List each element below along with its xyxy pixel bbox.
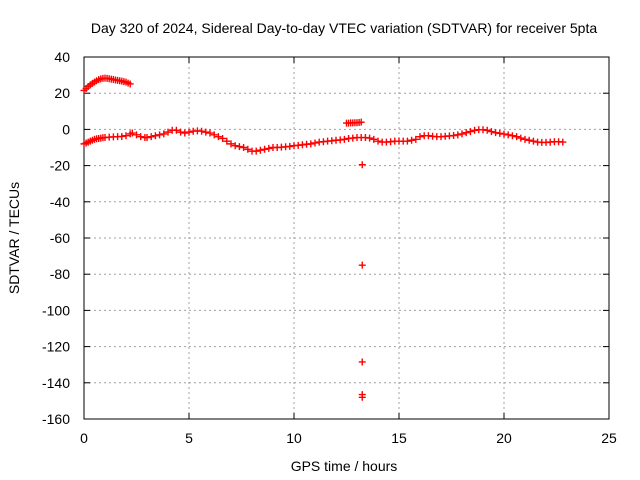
data-point (240, 144, 248, 151)
data-point (525, 136, 533, 144)
data-point (504, 131, 512, 139)
data-point (513, 133, 521, 141)
x-tick-label: 15 (391, 430, 407, 446)
series-short-segment-near-13-h (343, 118, 365, 127)
data-point (177, 128, 185, 136)
data-point (517, 134, 525, 142)
data-point (160, 130, 168, 138)
data-point (358, 358, 366, 366)
data-point (164, 128, 172, 136)
data-point (214, 133, 222, 141)
data-point (219, 134, 227, 142)
data-point (374, 137, 382, 145)
series-outliers (358, 161, 366, 401)
data-point (403, 137, 411, 145)
data-point (261, 145, 269, 153)
data-point (454, 131, 462, 139)
data-point (529, 137, 537, 145)
data-point (156, 131, 164, 139)
data-point (370, 135, 378, 143)
y-axis-label: SDTVAR / TECUs (6, 182, 22, 294)
data-point (252, 147, 260, 155)
y-tick-label: 20 (54, 85, 70, 101)
series-main-trace (80, 126, 567, 155)
data-point (366, 134, 374, 142)
y-tick-label: -80 (50, 266, 70, 282)
data-point (458, 130, 466, 138)
data-point (286, 142, 294, 150)
data-point (265, 144, 273, 152)
data-point (126, 80, 134, 88)
data-point (487, 128, 495, 136)
data-point (358, 161, 366, 169)
data-point (128, 129, 136, 137)
data-point (416, 133, 424, 141)
data-point (412, 135, 420, 143)
data-point (133, 131, 140, 139)
x-tick-label: 20 (496, 430, 512, 446)
data-point (244, 145, 252, 153)
data-point (466, 128, 474, 136)
data-point (235, 143, 243, 151)
data-point (508, 132, 516, 140)
data-point (408, 136, 416, 144)
data-point (357, 118, 365, 126)
data-point (202, 128, 210, 136)
data-point (340, 135, 348, 143)
data-point (307, 140, 315, 148)
data-point (492, 129, 500, 137)
data-point (143, 134, 151, 142)
data-point (181, 129, 189, 137)
y-tick-label: -160 (42, 411, 70, 427)
data-point (559, 138, 567, 146)
y-tick-label: -120 (42, 339, 70, 355)
data-point (137, 133, 145, 141)
data-point (462, 129, 470, 137)
data-point (358, 393, 366, 401)
data-points (80, 74, 567, 401)
data-point (151, 132, 159, 140)
data-point (185, 128, 193, 136)
data-point (483, 126, 491, 134)
data-point (210, 131, 218, 139)
x-tick-label: 25 (601, 430, 617, 446)
data-point (122, 132, 130, 140)
data-point (223, 137, 231, 145)
x-tick-label: 10 (286, 430, 302, 446)
series-upper-arc (80, 74, 134, 94)
data-point (256, 146, 264, 154)
y-tick-label: -40 (50, 194, 70, 210)
data-point (521, 135, 529, 143)
data-point (496, 129, 504, 137)
axis-ticks: 0 5 10 15 20 25 40 20 0 -20 -40 -60 -80 -100 -120 -140 -… (42, 49, 617, 446)
data-point (118, 132, 126, 140)
data-point (450, 132, 458, 140)
x-tick-label: 0 (80, 430, 88, 446)
data-point (206, 129, 214, 137)
y-tick-label: -20 (50, 158, 70, 174)
y-tick-label: -140 (42, 375, 70, 391)
data-point (358, 261, 366, 269)
data-point (147, 133, 155, 141)
data-point (311, 139, 319, 147)
grid (84, 57, 609, 419)
data-point (500, 130, 508, 138)
data-point (227, 140, 235, 148)
data-point (198, 127, 206, 135)
x-tick-label: 5 (185, 430, 193, 446)
data-point (172, 126, 180, 134)
y-tick-label: -100 (42, 302, 70, 318)
chart-title: Day 320 of 2024, Sidereal Day-to-day VTE… (91, 20, 598, 36)
y-tick-label: 40 (54, 49, 70, 65)
x-axis-label: GPS time / hours (291, 458, 398, 474)
data-point (231, 142, 239, 150)
y-tick-label: 0 (62, 121, 70, 137)
y-tick-label: -60 (50, 230, 70, 246)
